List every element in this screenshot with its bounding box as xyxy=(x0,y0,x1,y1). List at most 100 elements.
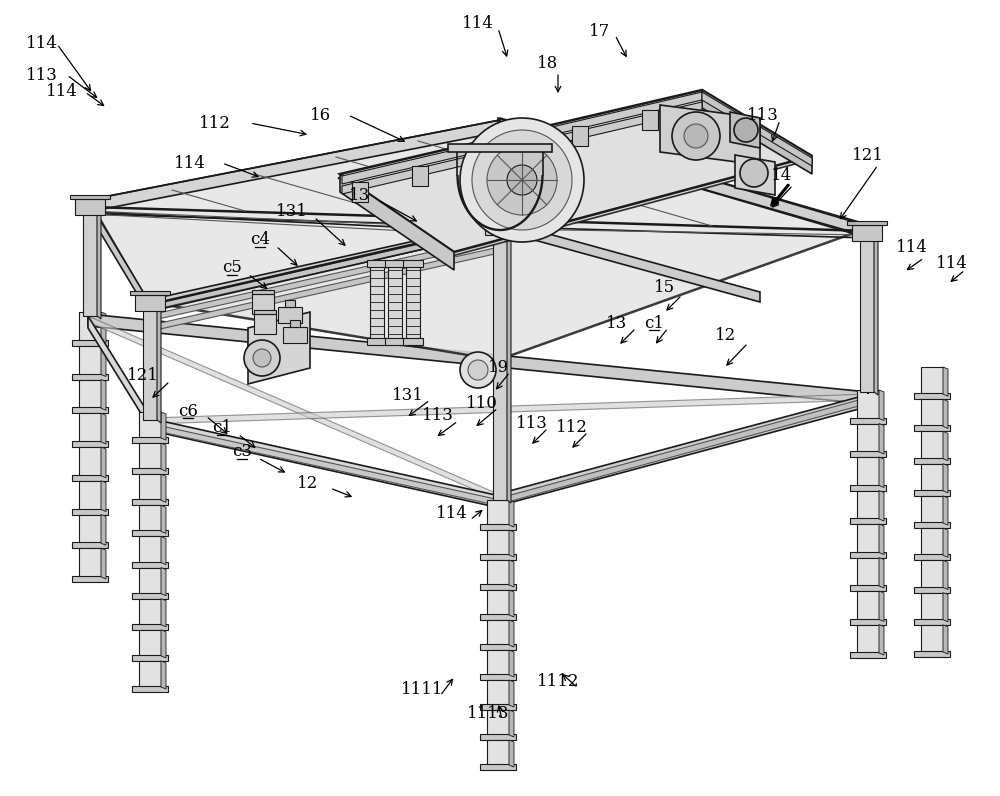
Polygon shape xyxy=(509,740,514,767)
Polygon shape xyxy=(879,490,884,521)
Polygon shape xyxy=(152,226,500,310)
Polygon shape xyxy=(914,587,950,592)
Text: 114: 114 xyxy=(26,36,58,53)
Polygon shape xyxy=(850,451,886,457)
Polygon shape xyxy=(403,338,423,345)
Polygon shape xyxy=(914,554,950,560)
Polygon shape xyxy=(139,443,161,469)
Circle shape xyxy=(244,340,280,376)
Polygon shape xyxy=(850,585,886,591)
Polygon shape xyxy=(879,524,884,555)
Polygon shape xyxy=(139,537,161,563)
Polygon shape xyxy=(914,651,950,657)
Polygon shape xyxy=(72,441,108,447)
Text: 19: 19 xyxy=(487,358,509,376)
Polygon shape xyxy=(914,618,950,625)
Polygon shape xyxy=(879,423,884,454)
Polygon shape xyxy=(480,215,520,219)
Text: 114: 114 xyxy=(46,84,78,100)
Polygon shape xyxy=(509,650,514,677)
Text: c1: c1 xyxy=(644,314,664,331)
Text: 114: 114 xyxy=(174,154,206,171)
Polygon shape xyxy=(161,537,166,564)
Polygon shape xyxy=(943,560,948,590)
Polygon shape xyxy=(161,412,166,440)
Polygon shape xyxy=(101,345,106,377)
Polygon shape xyxy=(79,345,101,374)
Polygon shape xyxy=(72,576,108,582)
Text: 113: 113 xyxy=(26,67,58,84)
Polygon shape xyxy=(857,390,879,419)
Circle shape xyxy=(684,124,708,148)
Polygon shape xyxy=(943,528,948,557)
Polygon shape xyxy=(403,260,423,267)
Circle shape xyxy=(460,118,584,242)
Polygon shape xyxy=(448,144,552,152)
Polygon shape xyxy=(498,394,870,506)
Polygon shape xyxy=(139,568,161,594)
Polygon shape xyxy=(132,686,168,692)
Polygon shape xyxy=(143,308,157,420)
Polygon shape xyxy=(498,220,760,302)
Polygon shape xyxy=(248,312,310,384)
Circle shape xyxy=(472,130,572,230)
Polygon shape xyxy=(157,308,161,423)
Polygon shape xyxy=(132,561,168,568)
Polygon shape xyxy=(914,522,950,528)
Polygon shape xyxy=(132,624,168,630)
Polygon shape xyxy=(148,418,500,508)
Polygon shape xyxy=(79,514,101,543)
Circle shape xyxy=(258,334,286,362)
Polygon shape xyxy=(72,509,108,514)
Polygon shape xyxy=(480,554,516,560)
Polygon shape xyxy=(857,490,879,519)
Polygon shape xyxy=(850,618,886,625)
Polygon shape xyxy=(88,316,150,428)
Polygon shape xyxy=(72,373,108,380)
Polygon shape xyxy=(943,431,948,461)
Polygon shape xyxy=(135,295,165,311)
Polygon shape xyxy=(509,680,514,707)
Polygon shape xyxy=(487,650,509,675)
Polygon shape xyxy=(857,625,879,653)
Polygon shape xyxy=(485,219,515,235)
Polygon shape xyxy=(879,591,884,622)
Polygon shape xyxy=(943,400,948,428)
Polygon shape xyxy=(252,290,274,294)
Polygon shape xyxy=(914,425,950,431)
Polygon shape xyxy=(866,224,868,394)
Text: c3: c3 xyxy=(232,443,252,461)
Polygon shape xyxy=(498,118,866,236)
Polygon shape xyxy=(879,557,884,588)
Text: 1112: 1112 xyxy=(537,673,579,689)
Polygon shape xyxy=(850,518,886,524)
Text: 113: 113 xyxy=(747,107,779,123)
Polygon shape xyxy=(480,704,516,710)
Text: 12: 12 xyxy=(297,474,319,491)
Polygon shape xyxy=(480,614,516,620)
Polygon shape xyxy=(370,265,384,340)
Polygon shape xyxy=(660,105,760,165)
Polygon shape xyxy=(161,568,166,595)
Polygon shape xyxy=(874,236,878,395)
Polygon shape xyxy=(161,474,166,502)
Polygon shape xyxy=(487,620,509,645)
Polygon shape xyxy=(735,155,775,195)
Circle shape xyxy=(734,118,758,142)
Text: 112: 112 xyxy=(199,115,231,131)
Polygon shape xyxy=(132,499,168,505)
Polygon shape xyxy=(101,447,106,478)
Polygon shape xyxy=(139,474,161,501)
Text: 13: 13 xyxy=(349,188,371,205)
Polygon shape xyxy=(150,394,870,424)
Polygon shape xyxy=(340,174,454,270)
Polygon shape xyxy=(852,225,882,241)
Polygon shape xyxy=(278,307,302,323)
Text: 1111: 1111 xyxy=(401,681,443,699)
Polygon shape xyxy=(83,210,97,316)
Polygon shape xyxy=(879,625,884,655)
Text: c6: c6 xyxy=(178,403,198,419)
Polygon shape xyxy=(90,122,868,360)
Polygon shape xyxy=(161,630,166,657)
Polygon shape xyxy=(850,485,886,490)
